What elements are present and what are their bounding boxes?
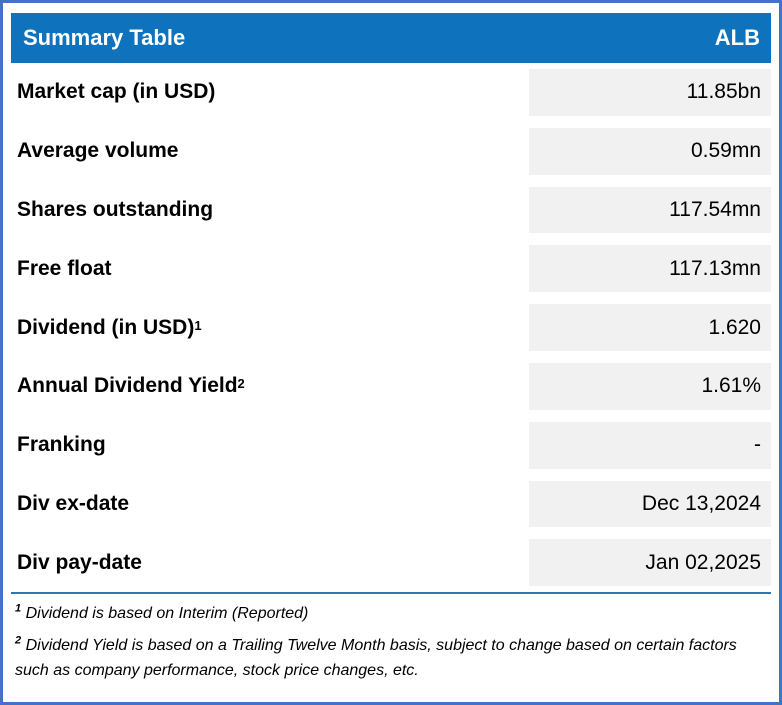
row-value-text: 0.59mn (690, 139, 761, 163)
row-value: 0.59mn (529, 127, 771, 175)
table-body: Market cap (in USD) 11.85bn Average volu… (11, 63, 771, 592)
row-value: Dec 13,2024 (529, 480, 771, 528)
row-label: Dividend (in USD) 1 (17, 315, 202, 339)
row-label: Shares outstanding (11, 181, 529, 240)
row-value-text: 1.61% (701, 374, 761, 398)
row-label-text: Shares outstanding (17, 197, 214, 221)
footnote-text: Dividend is based on Interim (Reported) (25, 605, 309, 623)
table-row: Div ex-date Dec 13,2024 (11, 475, 771, 534)
table-row: Free float 117.13mn (11, 239, 771, 298)
row-label: Average volume (11, 122, 529, 181)
table-title: Summary Table (23, 25, 186, 50)
row-label-text: Franking (17, 433, 106, 457)
row-label: Annual Dividend Yield 2 (17, 374, 245, 398)
table-row: Annual Dividend Yield 2 1.61% (11, 357, 771, 416)
table-row: Div pay-date Jan 02,2025 (11, 533, 771, 592)
row-label-text: Average volume (17, 139, 179, 163)
row-value-text: Dec 13,2024 (641, 491, 761, 515)
row-label: Market cap (in USD) (11, 63, 529, 122)
footnote-text: Dividend Yield is based on a Trailing Tw… (15, 637, 737, 680)
row-label: Franking (11, 416, 529, 475)
row-value-text: 1.620 (708, 315, 761, 339)
row-value-text: 117.13mn (669, 256, 761, 280)
footnote: 2 Dividend Yield is based on a Trailing … (15, 633, 767, 683)
footnote-superscript: 1 (15, 602, 22, 615)
row-value: 1.620 (529, 304, 771, 351)
table-header: Summary Table ALB (11, 13, 771, 63)
row-value-text: - (754, 433, 761, 457)
row-value-text: 11.85bn (686, 80, 761, 104)
footnotes-section: 1 Dividend is based on Interim (Reported… (11, 594, 771, 683)
row-label: Div ex-date (11, 475, 529, 534)
footnote: 1 Dividend is based on Interim (Reported… (15, 601, 767, 626)
row-value: 117.13mn (529, 245, 771, 293)
row-label-text: Free float (17, 256, 112, 280)
footnote-superscript: 2 (15, 634, 22, 647)
row-label-text: Dividend (in USD) (17, 315, 195, 339)
row-value: - (529, 421, 771, 469)
table-row: Franking - (11, 416, 771, 475)
row-value: 117.54mn (529, 186, 771, 234)
row-label: Div pay-date (11, 533, 529, 592)
row-label: Free float (11, 239, 529, 298)
table-row: Shares outstanding 117.54mn (11, 181, 771, 240)
row-value: 11.85bn (529, 69, 771, 116)
row-value-text: Jan 02,2025 (645, 550, 761, 574)
footnote-divider (11, 592, 771, 595)
table-row: Market cap (in USD) 11.85bn (11, 63, 771, 122)
row-label-text: Annual Dividend Yield (17, 374, 238, 398)
ticker-label: ALB (714, 25, 760, 50)
row-label-text: Div ex-date (17, 491, 130, 515)
row-label-text: Market cap (in USD) (17, 80, 216, 104)
row-value-text: 117.54mn (669, 197, 761, 221)
table-row: Average volume 0.59mn (11, 122, 771, 181)
table-row: Dividend (in USD) 1 1.620 (11, 298, 771, 357)
row-value: Jan 02,2025 (529, 539, 771, 587)
row-label-text: Div pay-date (17, 550, 142, 574)
row-value: 1.61% (529, 362, 771, 410)
